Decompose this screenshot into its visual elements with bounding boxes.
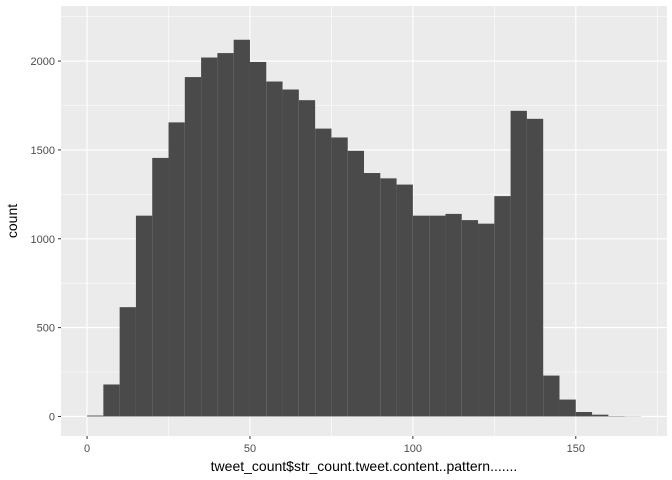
y-tick-label: 1000: [31, 234, 55, 246]
y-tick-label: 500: [37, 323, 55, 335]
histogram-bar: [87, 415, 104, 417]
histogram-bar: [331, 137, 348, 417]
y-tick-label: 2000: [31, 56, 55, 68]
histogram-bar: [543, 375, 560, 417]
histogram-bar: [249, 61, 267, 417]
histogram-bar: [201, 57, 218, 417]
histogram-bar: [282, 89, 299, 417]
histogram-bar: [152, 157, 169, 417]
histogram-bar: [592, 414, 609, 417]
histogram-bar: [429, 215, 446, 417]
histogram-bar: [364, 173, 381, 417]
x-tick-label: 150: [567, 443, 585, 455]
histogram-bar: [445, 213, 462, 417]
histogram-bar: [103, 384, 120, 417]
histogram-bar: [412, 215, 430, 417]
histogram-bar: [510, 110, 527, 417]
y-tick-label: 1500: [31, 145, 55, 157]
x-tick-label: 100: [404, 443, 422, 455]
histogram-bar: [266, 81, 283, 417]
histogram-bar: [575, 412, 593, 417]
x-tick-label: 50: [244, 443, 256, 455]
histogram-bar: [347, 150, 364, 417]
histogram-bar: [298, 100, 316, 417]
histogram-bar: [461, 220, 479, 417]
x-axis: 0 50 100 150: [84, 436, 585, 455]
histogram-bar: [559, 399, 576, 417]
y-tick-label: 0: [49, 411, 55, 423]
y-axis-title: count: [4, 204, 20, 238]
histogram-bar: [478, 223, 495, 417]
histogram-bars: [87, 39, 641, 417]
histogram-bar: [315, 128, 332, 417]
histogram-bar: [184, 77, 202, 417]
histogram-bar: [526, 118, 544, 417]
histogram-bar: [380, 178, 397, 417]
histogram-bar: [135, 215, 153, 417]
y-axis: 0 500 1000 1500 2000: [31, 56, 61, 423]
histogram-bar: [168, 122, 185, 417]
histogram-bar: [396, 184, 413, 417]
histogram-bar: [494, 196, 511, 417]
x-tick-label: 0: [84, 443, 90, 455]
histogram-bar: [233, 39, 250, 417]
histogram-bar: [217, 53, 234, 417]
x-axis-title: tweet_count$str_count.tweet.content..pat…: [211, 458, 518, 474]
histogram-bar: [119, 307, 136, 417]
